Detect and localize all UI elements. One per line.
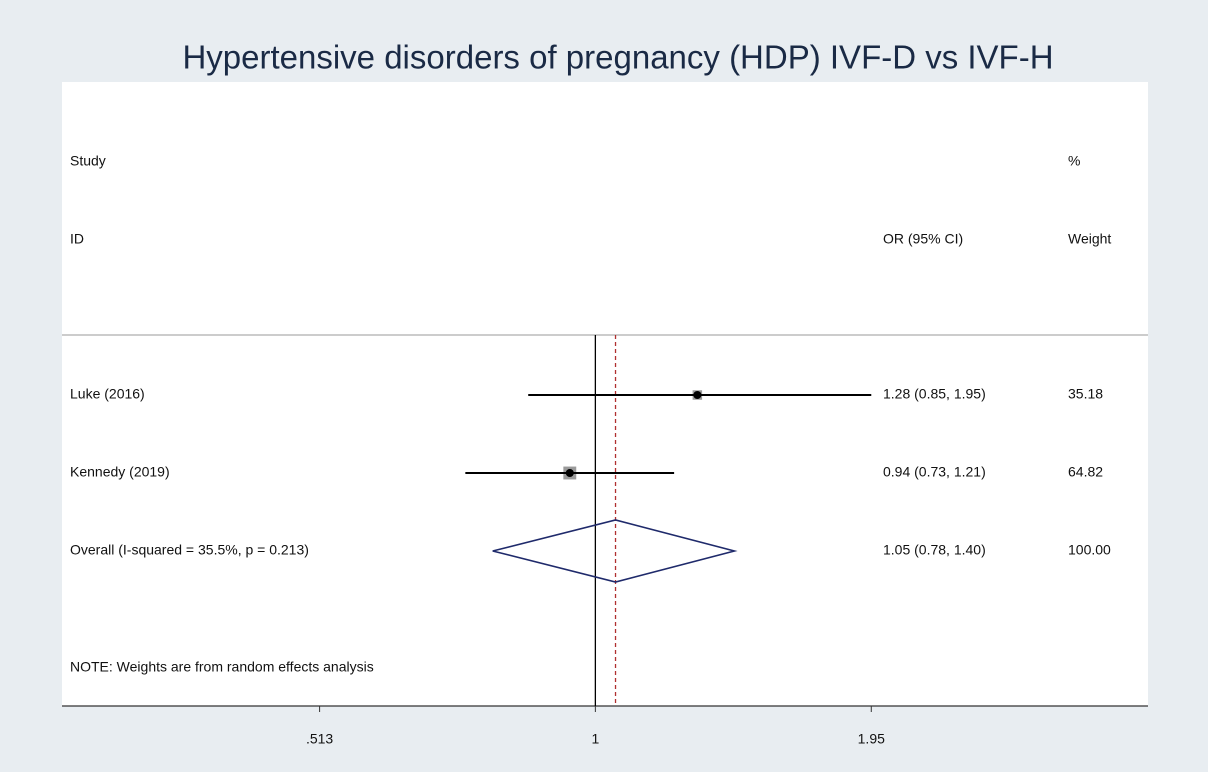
x-tick-label: 1.95 [858,731,885,747]
header: Weight [1068,231,1111,247]
overall-diamond [492,519,738,583]
study-name: Luke (2016) [70,386,145,402]
x-tick-label: .513 [306,731,333,747]
weight-label: 35.18 [1068,386,1103,402]
header: Study [70,153,106,169]
note: NOTE: Weights are from random effects an… [70,659,374,675]
ci-label: 0.94 (0.73, 1.21) [883,464,986,480]
study-name: Kennedy (2019) [70,464,170,480]
header: OR (95% CI) [883,231,963,247]
ci-label: 1.05 (0.78, 1.40) [883,542,986,558]
point-estimate [693,391,702,399]
header: % [1068,153,1080,169]
weight-label: 100.00 [1068,542,1111,558]
x-tick-label: 1 [591,731,599,747]
weight-label: 64.82 [1068,464,1103,480]
chart-title: Hypertensive disorders of pregnancy (HDP… [182,39,1053,76]
header: ID [70,231,84,247]
ci-label: 1.28 (0.85, 1.95) [883,386,986,402]
point-estimate [565,469,574,477]
overall-name: Overall (I-squared = 35.5%, p = 0.213) [70,542,309,558]
